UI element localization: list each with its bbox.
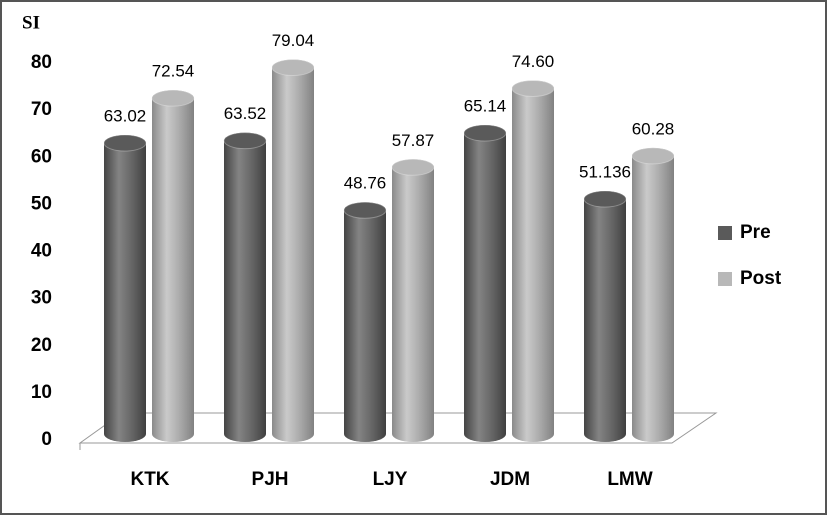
value-label: 79.04 [272, 31, 315, 50]
y-tick-label: 60 [31, 146, 52, 167]
bar-shade [344, 202, 386, 442]
bar-cap [463, 124, 507, 142]
bar-cap [103, 134, 147, 152]
y-tick-label: 20 [31, 335, 52, 356]
x-tick-label: KTK [130, 469, 169, 490]
bar-cap [223, 132, 267, 150]
bar-cap [391, 158, 435, 176]
bar-shade [632, 147, 674, 443]
legend-label: Pre [740, 222, 771, 243]
y-tick-label: 30 [31, 288, 52, 309]
legend-swatch [718, 272, 732, 286]
bar-shade [152, 90, 194, 443]
y-tick-label: 50 [31, 193, 52, 214]
legend-label: Post [740, 268, 782, 289]
bar-shade [224, 132, 266, 443]
bar-cap [631, 147, 675, 165]
bar-cap [343, 201, 387, 219]
y-tick-label: 0 [41, 429, 52, 450]
value-label: 63.52 [224, 104, 267, 123]
bar-shade [584, 191, 626, 442]
axis-title: SI [22, 12, 40, 33]
x-tick-label: LMW [607, 469, 652, 490]
bar-shade [392, 159, 434, 442]
x-tick-label: LJY [373, 469, 408, 490]
bar-shade [104, 135, 146, 442]
value-label: 72.54 [152, 62, 195, 81]
bar-shade [464, 125, 506, 442]
bar-cap [151, 89, 195, 107]
y-tick-label: 80 [31, 52, 52, 73]
bar-shade [272, 59, 314, 443]
value-label: 74.60 [512, 52, 555, 71]
value-label: 48.76 [344, 174, 387, 193]
x-tick-label: JDM [490, 469, 530, 490]
legend-swatch [718, 226, 732, 240]
bar-shade [512, 80, 554, 442]
value-label: 57.87 [392, 131, 435, 150]
y-tick-label: 10 [31, 382, 52, 403]
value-label: 51.136 [579, 163, 631, 182]
bar-cap [583, 190, 627, 208]
value-label: 65.14 [464, 97, 507, 116]
bar-cap [511, 79, 555, 97]
value-label: 63.02 [104, 107, 147, 126]
x-tick-label: PJH [252, 469, 289, 490]
y-tick-label: 40 [31, 241, 52, 262]
value-label: 60.28 [632, 119, 675, 138]
y-tick-label: 70 [31, 99, 52, 120]
bar-cap [271, 59, 315, 77]
